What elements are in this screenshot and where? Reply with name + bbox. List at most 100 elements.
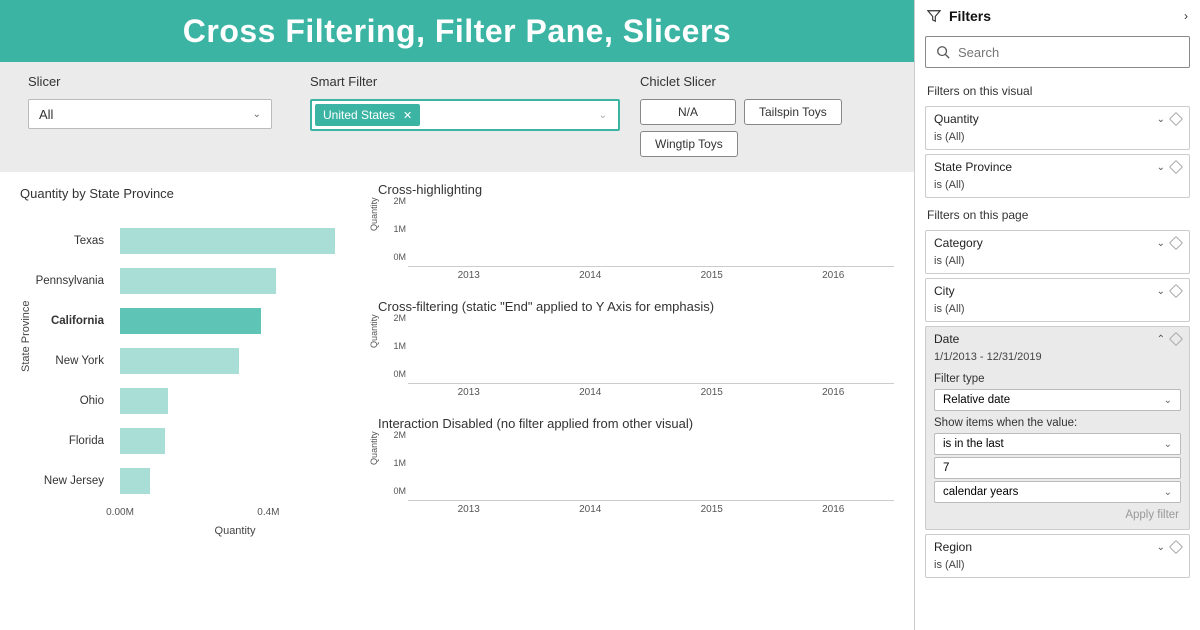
hbar-bar[interactable] xyxy=(120,468,150,494)
column-xlabel: 2015 xyxy=(651,501,773,515)
filter-value-input[interactable]: 7 xyxy=(934,457,1181,479)
filter-search-input[interactable] xyxy=(958,45,1179,60)
column-ytick: 2M xyxy=(393,313,406,323)
column-ytick: 1M xyxy=(393,224,406,234)
column-xlabel: 2014 xyxy=(530,384,652,398)
column-y-axis-title: Quantity xyxy=(369,197,379,231)
chiclet-slicer-container: Chiclet Slicer N/ATailspin ToysWingtip T… xyxy=(630,74,914,172)
column-xlabel: 2015 xyxy=(651,384,773,398)
column-ytick: 1M xyxy=(393,341,406,351)
filter-section-label: Filters on this visual xyxy=(915,78,1200,102)
chevron-up-icon[interactable]: ⌃ xyxy=(1157,334,1165,345)
column-chart[interactable]: Cross-filtering (static "End" applied to… xyxy=(378,299,894,398)
filter-card-title: Category xyxy=(934,236,983,250)
hbar-x-axis-title: Quantity xyxy=(215,525,256,537)
filter-card-title: Date xyxy=(934,332,959,346)
filter-card[interactable]: Date⌃1/1/2013 - 12/31/2019Filter typeRel… xyxy=(925,326,1190,530)
column-chart[interactable]: Interaction Disabled (no filter applied … xyxy=(378,416,894,515)
column-xlabel: 2013 xyxy=(408,267,530,281)
filter-type-select[interactable]: Relative date⌄ xyxy=(934,389,1181,411)
filter-unit-select[interactable]: calendar years⌄ xyxy=(934,481,1181,503)
hbar-category-label: Florida xyxy=(20,435,110,447)
slicer-dropdown[interactable]: All ⌄ xyxy=(28,99,272,129)
filter-card-subtitle: is (All) xyxy=(926,179,1189,197)
hbar-xtick: 0.00M xyxy=(106,507,134,518)
filter-operator-select[interactable]: is in the last⌄ xyxy=(934,433,1181,455)
hbar-bar[interactable] xyxy=(120,348,239,374)
hbar-category-label: New Jersey xyxy=(20,475,110,487)
column-chart-title: Cross-highlighting xyxy=(378,182,894,197)
eraser-icon[interactable] xyxy=(1169,160,1183,174)
hbar-category-label: Texas xyxy=(20,235,110,247)
slicer-label: Slicer xyxy=(28,74,272,89)
slicer-value: All xyxy=(39,107,53,122)
close-icon[interactable]: ✕ xyxy=(403,109,412,122)
filter-card[interactable]: State Province⌄is (All) xyxy=(925,154,1190,198)
chiclet-item[interactable]: Tailspin Toys xyxy=(744,99,842,125)
column-ytick: 0M xyxy=(393,486,406,496)
hbar-bar[interactable] xyxy=(120,268,276,294)
eraser-icon[interactable] xyxy=(1169,112,1183,126)
filter-card-subtitle: is (All) xyxy=(926,303,1189,321)
smart-filter-chip[interactable]: United States ✕ xyxy=(315,104,420,126)
hbar-bar[interactable] xyxy=(120,308,261,334)
column-ytick: 0M xyxy=(393,369,406,379)
chevron-down-icon[interactable]: ⌄ xyxy=(1157,114,1165,125)
hbar-category-label: New York xyxy=(20,355,110,367)
slicer-panel: Slicer All ⌄ Smart Filter United States … xyxy=(0,62,914,172)
filter-card-subtitle: is (All) xyxy=(926,559,1189,577)
eraser-icon[interactable] xyxy=(1169,540,1183,554)
collapse-pane-button[interactable]: › xyxy=(1184,9,1188,23)
hbar-bar[interactable] xyxy=(120,388,168,414)
column-y-axis-title: Quantity xyxy=(369,314,379,348)
column-ytick: 2M xyxy=(393,430,406,440)
eraser-icon[interactable] xyxy=(1169,236,1183,250)
column-xlabel: 2014 xyxy=(530,267,652,281)
search-icon xyxy=(936,45,950,59)
hbar-bar[interactable] xyxy=(120,428,165,454)
apply-filter-button[interactable]: Apply filter xyxy=(926,505,1189,523)
eraser-icon[interactable] xyxy=(1169,284,1183,298)
filter-card-title: City xyxy=(934,284,955,298)
filter-type-label: Filter type xyxy=(926,369,1189,387)
chiclet-item[interactable]: N/A xyxy=(640,99,736,125)
column-y-axis-title: Quantity xyxy=(369,431,379,465)
column-xlabel: 2013 xyxy=(408,501,530,515)
slicer-container: Slicer All ⌄ xyxy=(0,74,300,172)
eraser-icon[interactable] xyxy=(1169,332,1183,346)
report-header: Cross Filtering, Filter Pane, Slicers xyxy=(0,0,914,62)
chevron-down-icon[interactable]: ⌄ xyxy=(1157,162,1165,173)
filter-card-subtitle: is (All) xyxy=(926,131,1189,149)
filter-card[interactable]: Category⌄is (All) xyxy=(925,230,1190,274)
filter-pane: Filters › Filters on this visual Quantity… xyxy=(914,0,1200,630)
hbar-chart-container[interactable]: Quantity by State Province State Provinc… xyxy=(0,172,360,630)
filter-card[interactable]: Region⌄is (All) xyxy=(925,534,1190,578)
filter-search-box[interactable] xyxy=(925,36,1190,68)
chevron-down-icon: ⌄ xyxy=(599,110,607,121)
chevron-down-icon[interactable]: ⌄ xyxy=(1157,286,1165,297)
filter-card[interactable]: City ⌄ is (All) xyxy=(925,278,1190,322)
charts-area: Quantity by State Province State Provinc… xyxy=(0,172,914,630)
page-title: Cross Filtering, Filter Pane, Slicers xyxy=(183,13,731,50)
show-items-label: Show items when the value: xyxy=(926,413,1189,431)
filter-pane-title: Filters xyxy=(949,8,991,24)
chevron-down-icon[interactable]: ⌄ xyxy=(1157,542,1165,553)
smart-filter-chip-text: United States xyxy=(323,108,395,122)
smart-filter-container: Smart Filter United States ✕ ⌄ xyxy=(300,74,630,172)
column-chart-title: Interaction Disabled (no filter applied … xyxy=(378,416,894,431)
hbar-bar[interactable] xyxy=(120,228,335,254)
filter-card-title: Quantity xyxy=(934,112,979,126)
filter-card[interactable]: Quantity ⌄ is (All) xyxy=(925,106,1190,150)
chiclet-item[interactable]: Wingtip Toys xyxy=(640,131,738,157)
chevron-down-icon[interactable]: ⌄ xyxy=(1157,238,1165,249)
column-ytick: 0M xyxy=(393,252,406,262)
column-xlabel: 2016 xyxy=(773,267,895,281)
smart-filter-input[interactable]: United States ✕ ⌄ xyxy=(310,99,620,131)
main-report-area: Cross Filtering, Filter Pane, Slicers Sl… xyxy=(0,0,914,630)
hbar-category-label: Pennsylvania xyxy=(20,275,110,287)
column-chart[interactable]: Cross-highlightingQuantity0M1M2M20132014… xyxy=(378,182,894,281)
hbar-category-label: California xyxy=(20,315,110,327)
column-ytick: 1M xyxy=(393,458,406,468)
filter-pane-header: Filters › xyxy=(915,0,1200,32)
column-xlabel: 2016 xyxy=(773,384,895,398)
